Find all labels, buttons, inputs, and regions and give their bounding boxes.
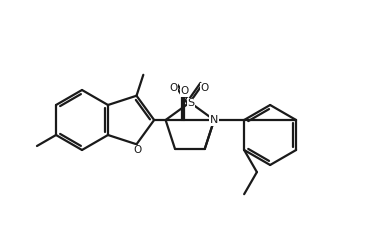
Text: O: O [169, 83, 178, 93]
Text: S: S [187, 98, 194, 108]
Text: O: O [133, 145, 142, 155]
Text: O: O [180, 86, 188, 96]
Text: O: O [200, 83, 209, 93]
Text: N: N [210, 115, 218, 125]
